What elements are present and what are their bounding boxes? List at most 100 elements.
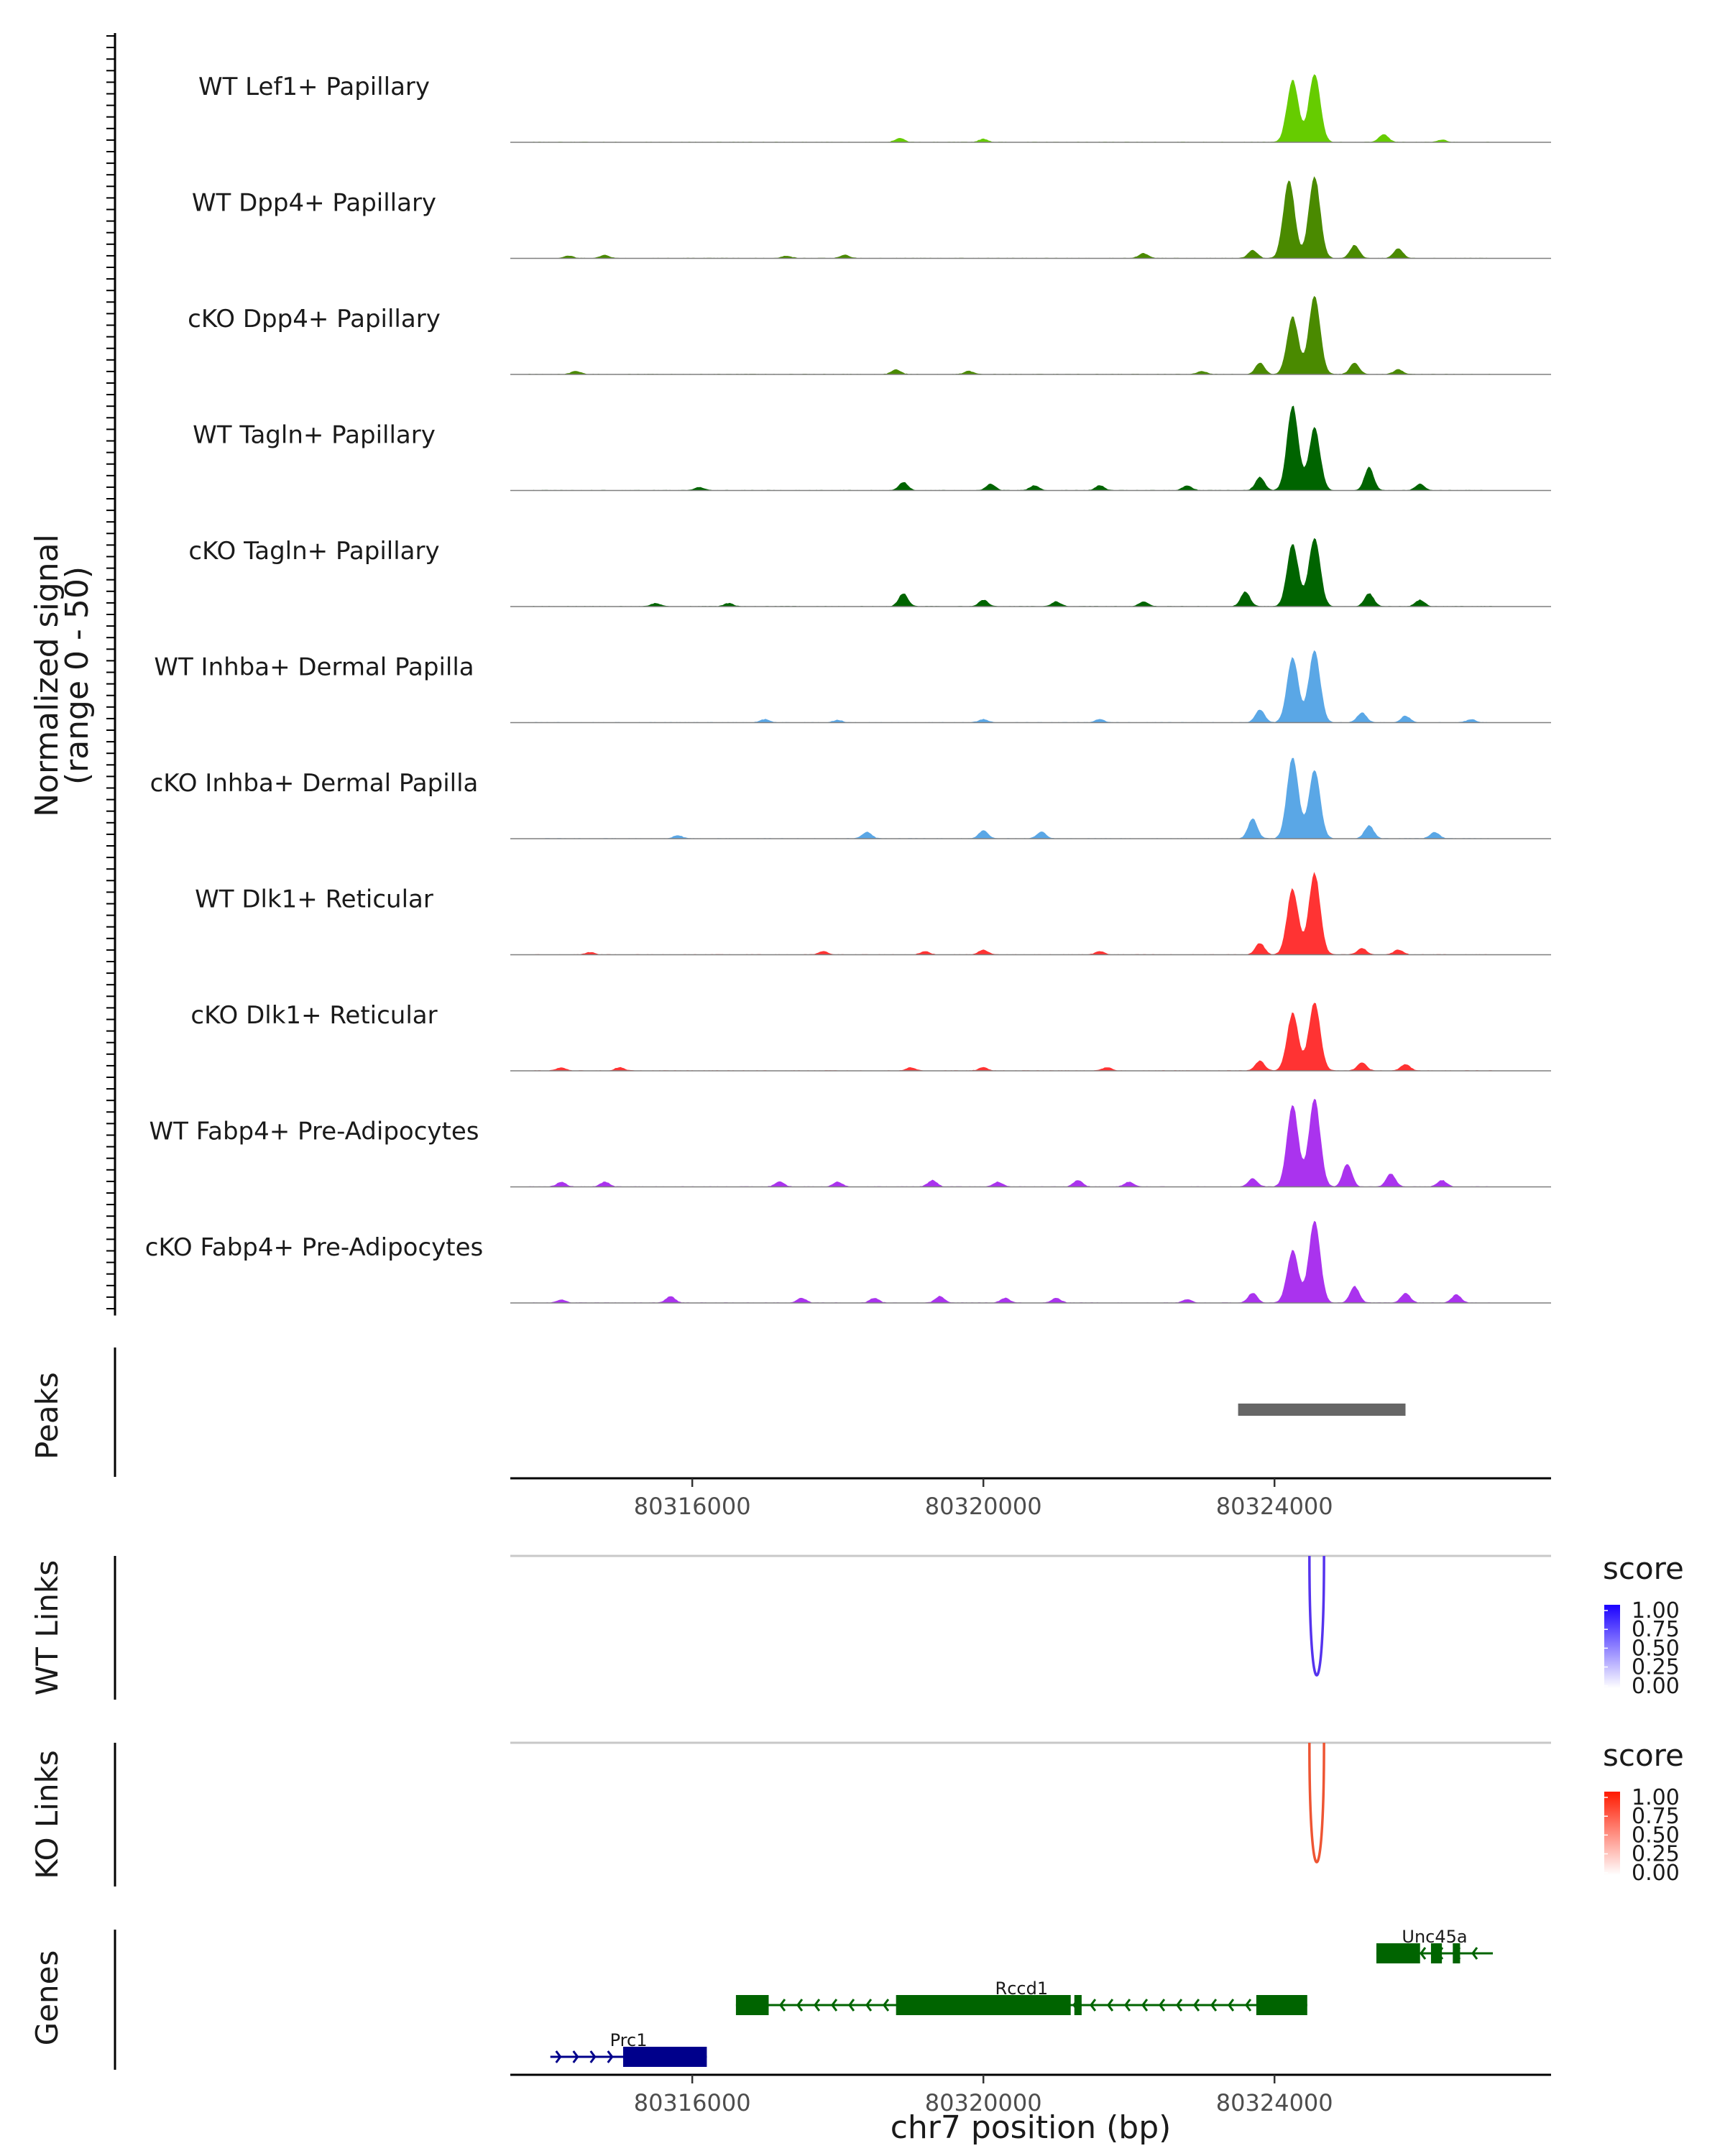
- legend-tick-label: 0.75: [1632, 1804, 1680, 1829]
- coverage-signal-area: [528, 872, 1551, 955]
- link-arc: [1308, 1742, 1325, 1864]
- coverage-signal-area: [528, 538, 1551, 607]
- coverage-track: cKO Dlk1+ Reticular: [190, 1001, 1551, 1072]
- gene-strand-arrow: [779, 1999, 786, 2012]
- gene-model: Prc1: [550, 2030, 707, 2067]
- x-axis-bottom-tick-label: 80324000: [1216, 2089, 1333, 2116]
- gene-exon: [1453, 1943, 1460, 1963]
- coverage-track-label: cKO Dlk1+ Reticular: [190, 1001, 437, 1030]
- coverage-track: WT Inhba+ Dermal Papilla: [154, 650, 1551, 724]
- coverage-signal-area: [528, 295, 1551, 374]
- legend-colorbar: [1604, 1605, 1620, 1688]
- gene-strand-arrow: [814, 1999, 821, 2012]
- legend-tick-label: 0.75: [1632, 1617, 1680, 1642]
- gene-strand-arrow: [1090, 1999, 1097, 2012]
- coverage-ylabel-line2: (range 0 - 50): [59, 566, 96, 785]
- legend-tick-label: 1.00: [1632, 1785, 1680, 1810]
- gene-exon: [735, 1995, 769, 2015]
- gene-strand-arrow: [589, 2050, 597, 2063]
- gene-strand-arrow: [848, 1999, 855, 2012]
- gene-name-label: Rccd1: [995, 1978, 1049, 1999]
- gene-strand-arrow: [831, 1999, 838, 2012]
- x-axis-tick-label: 80324000: [1216, 1493, 1333, 1520]
- coverage-signal-area: [528, 74, 1551, 142]
- coverage-track-label: WT Lef1+ Papillary: [198, 73, 430, 101]
- gene-strand-arrow: [1210, 1999, 1218, 2012]
- coverage-track-label: WT Fabp4+ Pre-Adipocytes: [150, 1118, 479, 1146]
- peak-region-bar: [1238, 1404, 1406, 1416]
- coverage-track-label: WT Tagln+ Papillary: [193, 421, 436, 450]
- coverage-track: cKO Fabp4+ Pre-Adipocytes: [145, 1220, 1551, 1304]
- link-arc: [1308, 1555, 1325, 1677]
- gene-strand-arrow: [1159, 1999, 1166, 2012]
- gene-model: Unc45a: [1376, 1927, 1493, 1963]
- peaks-title: Peaks: [29, 1372, 65, 1460]
- coverage-signal-area: [528, 650, 1551, 723]
- links-title: WT Links: [29, 1560, 65, 1695]
- gene-strand-arrow: [1420, 1947, 1427, 1960]
- coverage-signal-area: [528, 757, 1551, 839]
- gene-strand-arrow: [1245, 1999, 1252, 2012]
- gene-name-label: Unc45a: [1402, 1927, 1467, 1947]
- x-axis-title: chr7 position (bp): [891, 2109, 1172, 2146]
- gene-strand-arrow: [865, 1999, 873, 2012]
- gene-exon: [1256, 1995, 1307, 2015]
- gene-strand-arrow: [1471, 1947, 1478, 1960]
- gene-exon: [1376, 1943, 1420, 1963]
- x-axis-tick-label: 80316000: [634, 1493, 751, 1520]
- gene-strand-arrow: [1107, 1999, 1114, 2012]
- coverage-track-label: WT Dlk1+ Reticular: [195, 885, 433, 914]
- legend-title: score: [1603, 1551, 1684, 1586]
- gene-strand-arrow: [572, 2050, 579, 2063]
- legend-tick-label: 0.25: [1632, 1842, 1680, 1867]
- coverage-track: WT Lef1+ Papillary: [198, 73, 1551, 143]
- legend-colorbar: [1604, 1792, 1620, 1875]
- coverage-track: cKO Tagln+ Papillary: [188, 537, 1551, 607]
- coverage-track: cKO Inhba+ Dermal Papilla: [150, 757, 1551, 839]
- legend-tick-label: 0.50: [1632, 1823, 1680, 1848]
- links-track: KO Links score 1.000.750.500.250.00: [29, 1738, 1684, 1886]
- coverage-track-label: cKO Inhba+ Dermal Papilla: [150, 769, 479, 798]
- coverage-track-label: WT Inhba+ Dermal Papilla: [154, 653, 474, 682]
- gene-strand-arrow: [1124, 1999, 1131, 2012]
- gene-exon: [896, 1995, 1071, 2015]
- coverage-signal-area: [528, 176, 1551, 259]
- legend-tick-label: 0.25: [1632, 1655, 1680, 1680]
- legend-title: score: [1603, 1738, 1684, 1773]
- legend-tick-label: 0.00: [1632, 1861, 1680, 1886]
- coverage-signal-area: [528, 1003, 1551, 1071]
- links-track: WT Links score 1.000.750.500.250.00: [29, 1551, 1684, 1700]
- coverage-track-label: cKO Tagln+ Papillary: [188, 537, 439, 566]
- genes-title: Genes: [29, 1950, 65, 2046]
- coverage-track: WT Fabp4+ Pre-Adipocytes: [150, 1099, 1551, 1188]
- position-axis: 80316000 80320000 80324000: [510, 1477, 1551, 1520]
- legend-tick-label: 0.00: [1632, 1674, 1680, 1699]
- gene-name-label: Prc1: [610, 2030, 648, 2050]
- gene-strand-arrow: [1176, 1999, 1183, 2012]
- x-axis-tick-label: 80320000: [925, 1493, 1042, 1520]
- coverage-track: WT Dpp4+ Papillary: [192, 176, 1551, 259]
- peaks-panel: [114, 1348, 1406, 1477]
- coverage-signal-area: [528, 1220, 1551, 1303]
- coverage-track-label: cKO Fabp4+ Pre-Adipocytes: [145, 1233, 484, 1262]
- gene-model: Rccd1: [735, 1978, 1307, 2015]
- gene-strand-arrow: [1193, 1999, 1200, 2012]
- coverage-ylabel-line1: Normalized signal: [29, 534, 65, 817]
- coverage-track: WT Dlk1+ Reticular: [195, 872, 1551, 956]
- x-axis-bottom-tick-label: 80320000: [925, 2089, 1042, 2116]
- gene-strand-arrow: [883, 1999, 890, 2012]
- legend-tick-label: 1.00: [1632, 1598, 1680, 1623]
- coverage-signal-area: [528, 1099, 1551, 1187]
- genes-panel: Unc45a Rccd1 Prc1: [114, 1927, 1493, 2070]
- gene-exon: [622, 2047, 707, 2067]
- links-title: KO Links: [29, 1750, 65, 1879]
- position-axis-bottom: 80316000 80320000 80324000: [510, 2073, 1551, 2116]
- gene-exon: [1430, 1943, 1443, 1963]
- coverage-signal-area: [528, 405, 1551, 491]
- legend-tick-label: 0.50: [1632, 1636, 1680, 1661]
- gene-strand-arrow: [1228, 1999, 1235, 2012]
- gene-strand-arrow: [1141, 1999, 1149, 2012]
- coverage-track-label: WT Dpp4+ Papillary: [192, 189, 436, 218]
- gene-strand-arrow: [555, 2050, 562, 2063]
